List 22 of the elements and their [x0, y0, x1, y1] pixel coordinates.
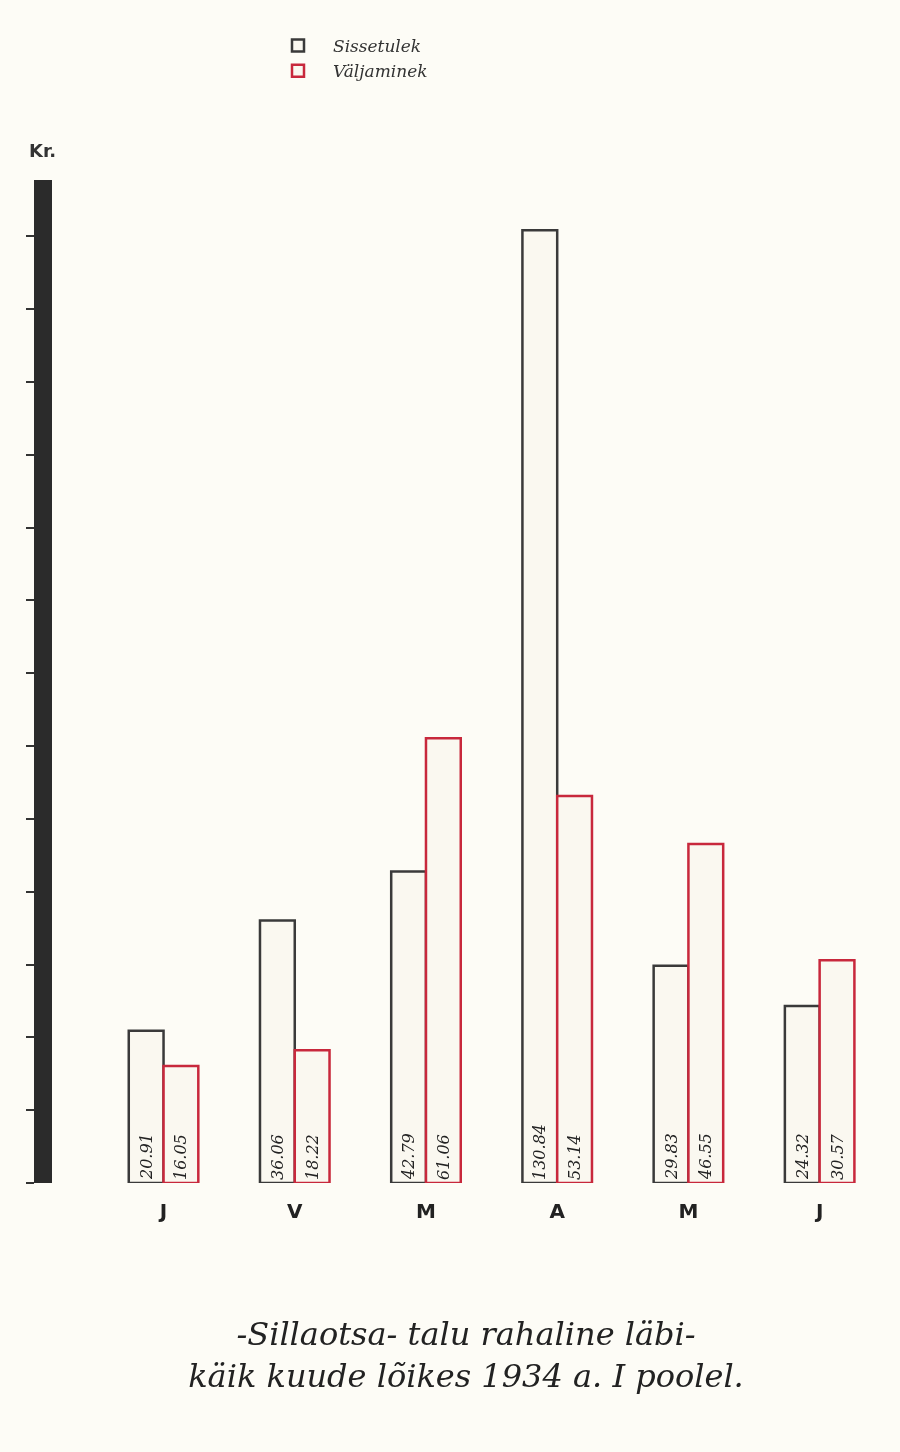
data-label: 18.22 — [302, 1134, 322, 1180]
legend-label: Väljaminek — [333, 61, 428, 82]
x-tick-label: A — [549, 1199, 566, 1223]
legend-label: Sissetulek — [333, 36, 422, 57]
text: -Sillaotsa- talu rahaline läbi- käik kuude lõikes 1934 a. I poolel. — [188, 1315, 744, 1395]
data-label: 29.83 — [661, 1133, 681, 1180]
data-label: 46.55 — [696, 1133, 716, 1180]
data-label: 24.32 — [792, 1133, 812, 1180]
data-label: 53.14 — [565, 1134, 585, 1180]
x-tick-label: M — [678, 1199, 699, 1223]
x-tick-label: V — [287, 1199, 304, 1223]
data-label: 16.05 — [171, 1134, 191, 1180]
x-tick-label: J — [157, 1199, 168, 1223]
data-label: 36.06 — [267, 1134, 287, 1180]
x-tick-label: M — [416, 1199, 436, 1223]
y-axis-title: Kr. — [29, 140, 57, 161]
data-label: 30.57 — [827, 1133, 847, 1180]
data-label: 130.84 — [530, 1124, 550, 1180]
data-label: 42.79 — [399, 1133, 419, 1180]
x-tick-label: J — [813, 1199, 824, 1223]
data-label: 20.91 — [136, 1133, 156, 1180]
data-label: 61.06 — [433, 1134, 453, 1180]
